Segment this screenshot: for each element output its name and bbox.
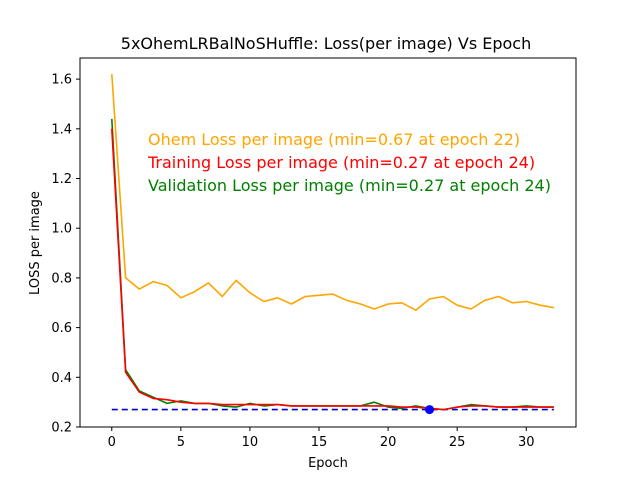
series-line-ohem xyxy=(111,74,555,312)
y-tick-label: 0.8 xyxy=(51,271,72,286)
y-tick-label: 1.4 xyxy=(51,122,72,137)
x-tick-label: 0 xyxy=(108,435,116,450)
series-line-training xyxy=(111,128,554,411)
annotation-training: Training Loss per image (min=0.27 at epo… xyxy=(147,153,535,172)
annotation-ohem: Ohem Loss per image (min=0.67 at epoch 2… xyxy=(148,130,520,149)
x-tick-label: 15 xyxy=(311,435,328,450)
x-axis-label: Epoch xyxy=(308,456,348,471)
x-tick-label: 30 xyxy=(518,435,535,450)
x-axis: 0 5 10 15 20 25 30 xyxy=(108,427,535,450)
x-tick-label: 20 xyxy=(380,435,397,450)
y-axis-label: LOSS per image xyxy=(28,191,43,295)
x-tick-label: 10 xyxy=(242,435,259,450)
y-tick-label: 1.2 xyxy=(51,172,72,187)
y-tick-label: 0.6 xyxy=(51,321,72,336)
axes-frame xyxy=(79,57,577,428)
y-tick-label: 1.6 xyxy=(51,73,72,88)
y-tick-label: 1.0 xyxy=(51,222,72,237)
y-tick-label: 0.4 xyxy=(51,371,72,386)
x-tick-label: 5 xyxy=(177,435,185,450)
y-tick-label: 0.2 xyxy=(51,421,72,436)
plot-area xyxy=(111,74,555,415)
annotations: Ohem Loss per image (min=0.67 at epoch 2… xyxy=(147,130,551,195)
annotation-validation: Validation Loss per image (min=0.27 at e… xyxy=(148,176,551,195)
chart-title: 5xOhemLRBalNoSHuffle: Loss(per image) Vs… xyxy=(121,34,531,53)
x-tick-label: 25 xyxy=(449,435,466,450)
y-axis: 0.2 0.4 0.6 0.8 1.0 1.2 1.4 1.6 xyxy=(51,73,80,436)
min-marker xyxy=(425,405,435,415)
